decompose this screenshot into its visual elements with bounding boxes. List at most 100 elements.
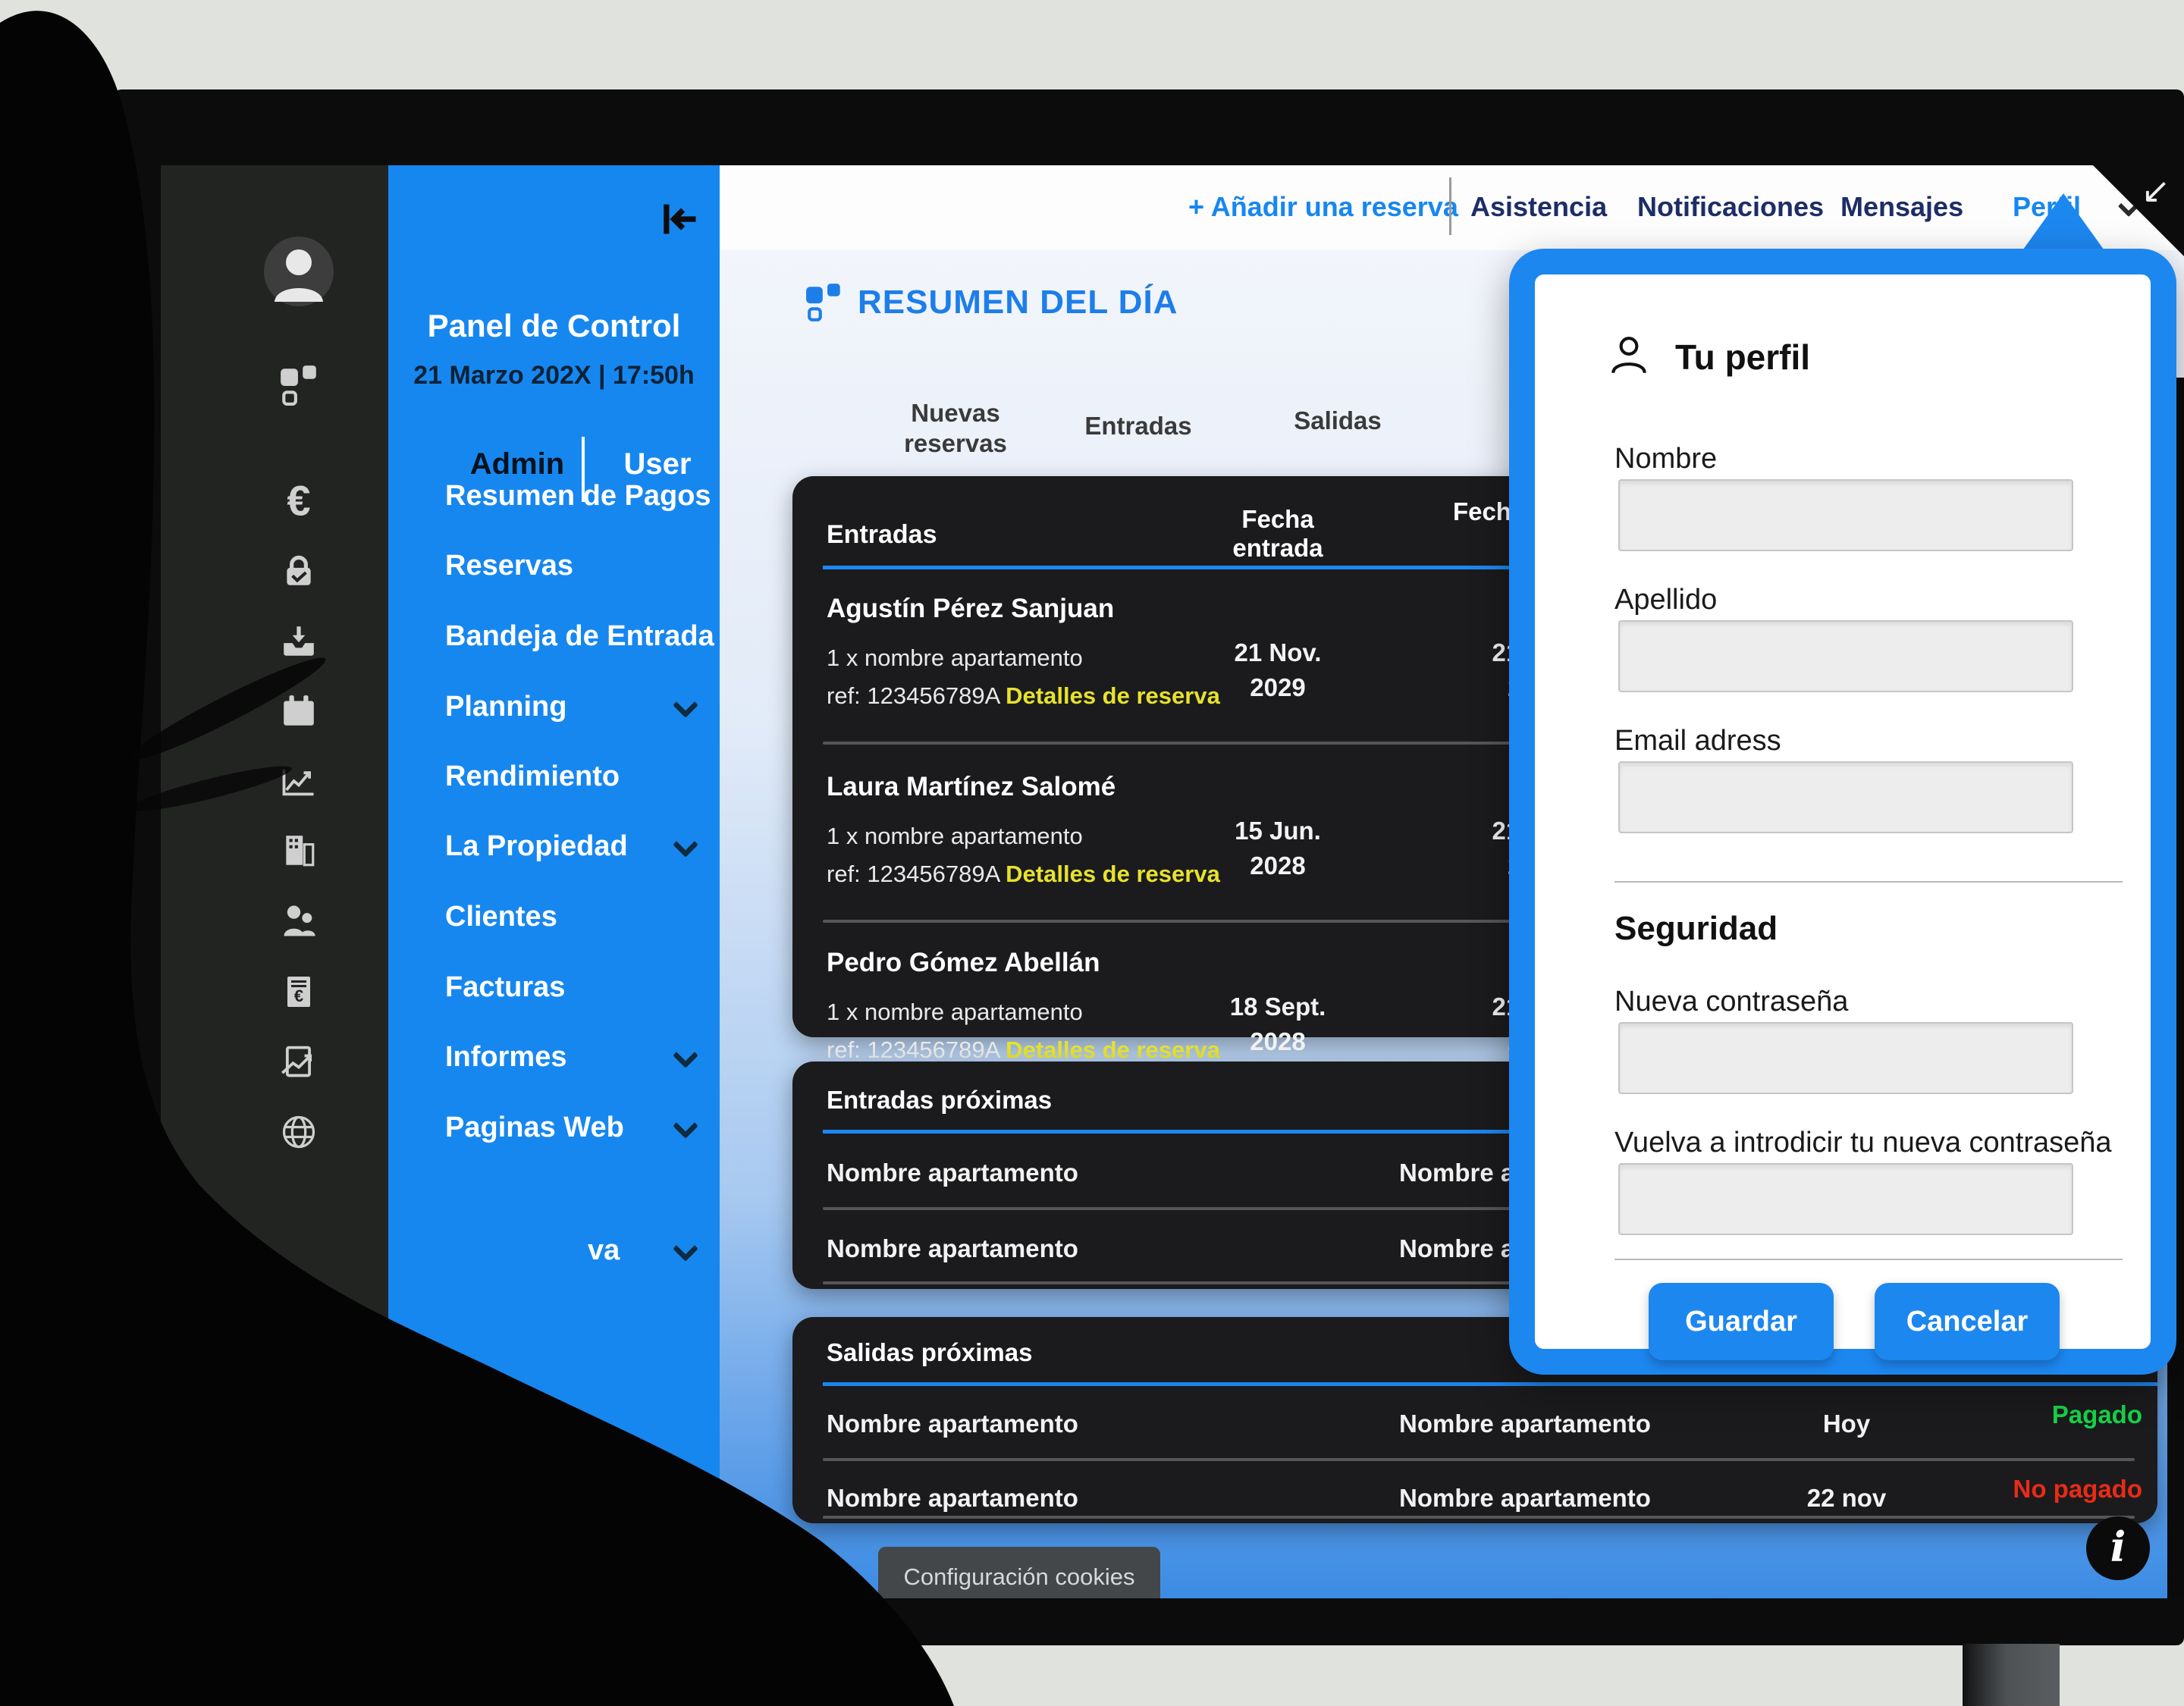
guest-qty: 1 x nombre apartamento (827, 823, 1083, 849)
salida-date: 22 nov (1806, 1484, 1887, 1512)
nav-mensajes[interactable]: Mensajes (1840, 191, 1964, 222)
name-field[interactable] (1618, 479, 2073, 551)
nav-notificaciones[interactable]: Notificaciones (1637, 191, 1825, 222)
new-password-label: Nueva contraseña (1614, 986, 1849, 1018)
row-divider (823, 1207, 2128, 1210)
salida-date: Hoy (1822, 1410, 1871, 1438)
guest-qty: 1 x nombre apartamento (827, 644, 1083, 671)
guest-name: Laura Martínez Salomé (827, 772, 1116, 801)
inbox-tray-icon[interactable] (280, 622, 318, 660)
reservations-lock-icon[interactable] (280, 551, 318, 589)
dashboard-squares-icon[interactable] (278, 364, 320, 406)
info-icon[interactable]: i (2086, 1516, 2150, 1580)
summary-squares-icon (805, 281, 847, 327)
performance-chart-icon[interactable] (279, 761, 318, 801)
apartment-name: Nombre apartamento (827, 1410, 1078, 1438)
guest-name: Agustín Pérez Sanjuan (827, 594, 1115, 623)
modal-title: Tu perfil (1675, 337, 1811, 377)
role-admin[interactable]: Admin (469, 447, 565, 481)
topbar: + Añadir una reserva Asistencia Notifica… (720, 165, 2184, 250)
detalles-reserva-link[interactable]: Detalles de reserva (1006, 1036, 1220, 1063)
apartment-name: Nombre apartamento (827, 1484, 1078, 1512)
header-underline (823, 1382, 2157, 1386)
payment-status-unpaid: No pagado (2013, 1475, 2143, 1503)
cookie-settings-button[interactable]: Configuración cookies (878, 1547, 1160, 1598)
row-divider (823, 1458, 2135, 1461)
surname-field[interactable] (1618, 620, 2073, 692)
header-underline (823, 566, 2151, 569)
stat-label-entradas: Entradas (1084, 412, 1192, 440)
bezel-corner (2093, 165, 2184, 256)
sidebar-item-clientes[interactable]: Clientes (445, 901, 557, 933)
invoice-euro-icon[interactable]: € (281, 974, 317, 1010)
profile-modal: Tu perfil Nombre Apellido Email adress S… (1509, 249, 2176, 1375)
repeat-password-field[interactable] (1618, 1163, 2073, 1235)
sidebar-item-bandeja-de-entrada[interactable]: Bandeja de Entrada (445, 620, 714, 652)
name-label: Nombre (1614, 443, 1718, 475)
reports-chart-icon[interactable] (279, 1042, 318, 1081)
entradas-card-title: Entradas (827, 520, 937, 549)
repeat-password-label: Vuelva a introdicir tu nueva contraseña (1614, 1127, 2112, 1159)
summary-title: RESUMEN DEL DÍA (858, 284, 1178, 321)
svg-text:€: € (294, 986, 303, 1005)
monitor-stand (1963, 1644, 2060, 1706)
panel-title: Panel de Control (427, 308, 681, 343)
collapse-sidebar-icon[interactable] (658, 197, 702, 245)
add-reservation-button[interactable]: + Añadir una reserva (1188, 191, 1458, 222)
section-divider (1614, 1259, 2123, 1260)
col-fecha-entrada: Fecha entrada (1232, 505, 1323, 562)
guest-ref: ref: 123456789A Detalles de reserva (827, 682, 1220, 709)
save-button[interactable]: Guardar (1649, 1283, 1834, 1360)
new-password-field[interactable] (1618, 1022, 2073, 1094)
apartment-name: Nombre apartamento (1399, 1484, 1651, 1512)
sidebar-item-rendimiento[interactable]: Rendimiento (445, 760, 620, 792)
stat-label-salidas: Salidas (1294, 406, 1382, 434)
entry-date: 15 Jun. 2028 (1235, 817, 1321, 880)
euro-icon[interactable]: € (287, 476, 311, 525)
icon-rail: € € (161, 165, 388, 1598)
sidebar-item-facturas[interactable]: Facturas (445, 971, 566, 1003)
sidebar-item-planning[interactable]: Planning (445, 691, 567, 723)
sidebar: Panel de Control 21 Marzo 202X | 17:50h … (388, 165, 720, 1598)
detalles-reserva-link[interactable]: Detalles de reserva (1006, 861, 1220, 887)
clients-people-icon[interactable] (279, 902, 318, 941)
apartment-name: Nombre apartamento (827, 1234, 1078, 1262)
stat-label-nuevas-reservas: Nuevas reservas (904, 399, 1007, 457)
screen: € € Panel de Cont (161, 165, 2184, 1598)
section-divider (1614, 881, 2123, 883)
salidas-proximas-title: Salidas próximas (827, 1338, 1033, 1366)
sidebar-item-resumen-de-pagos[interactable]: Resumen de Pagos (445, 480, 711, 512)
surname-label: Apellido (1614, 584, 1718, 616)
sidebar-item-reservas[interactable]: Reservas (445, 550, 574, 582)
website-globe-icon[interactable] (279, 1112, 318, 1152)
header-underline (823, 1130, 2151, 1134)
apartment-name: Nombre apartamento (1399, 1410, 1651, 1438)
resize-arrow-icon: ↙ (2141, 171, 2170, 210)
guest-qty: 1 x nombre apartamento (827, 999, 1083, 1025)
sidebar-item-la-propiedad[interactable]: La Propiedad (445, 830, 628, 862)
email-field[interactable] (1618, 761, 2073, 833)
calendar-icon[interactable] (280, 692, 318, 730)
detalles-reserva-link[interactable]: Detalles de reserva (1006, 682, 1220, 709)
guest-name: Pedro Gómez Abellán (827, 948, 1100, 977)
apartment-name: Nombre apartamento (827, 1159, 1078, 1187)
topbar-divider (1449, 177, 1451, 235)
nav-asistencia[interactable]: Asistencia (1470, 191, 1608, 222)
sidebar-item-informes[interactable]: Informes (445, 1041, 567, 1073)
entry-date: 18 Sept. 2028 (1229, 993, 1326, 1055)
role-user[interactable]: User (623, 447, 692, 481)
person-outline-icon (1607, 334, 1651, 381)
cancel-button[interactable]: Cancelar (1875, 1283, 2060, 1360)
guest-ref: ref: 123456789A Detalles de reserva (827, 861, 1220, 887)
entry-date: 21 Nov. 2029 (1234, 638, 1322, 701)
guest-ref: ref: 123456789A Detalles de reserva (827, 1036, 1220, 1063)
panel-datetime: 21 Marzo 202X | 17:50h (413, 361, 695, 390)
user-avatar[interactable] (262, 235, 335, 308)
property-building-icon[interactable] (280, 832, 318, 870)
modal-pointer (2021, 193, 2106, 252)
row-divider (823, 1281, 2128, 1284)
security-title: Seguridad (1614, 910, 1778, 947)
email-label: Email adress (1614, 725, 1781, 757)
row-divider (823, 742, 2128, 745)
sidebar-item-paginas-web[interactable]: Paginas Web (445, 1112, 624, 1143)
